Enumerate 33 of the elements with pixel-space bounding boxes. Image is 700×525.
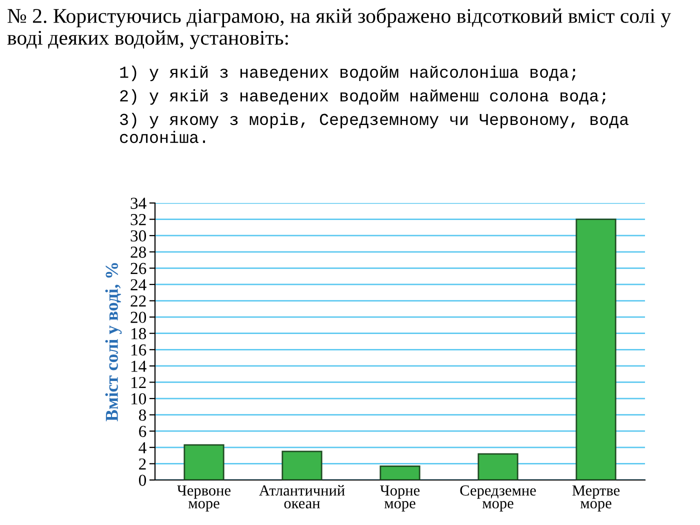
x-tick-label: Атлантичний океан <box>259 485 345 508</box>
y-tick-label: 2 <box>139 458 146 470</box>
y-tick-label: 14 <box>131 360 146 372</box>
bar <box>282 450 322 480</box>
y-axis-title: Вміст солі у воді, % <box>105 263 122 422</box>
y-tick-label: 0 <box>138 474 146 486</box>
y-tick-label: 18 <box>131 328 146 340</box>
chart-title: № 2. Користуючись діаграмою, на якій зображено відсотковий вміст солі у воді деяких водойм, установіть: <box>7 8 672 50</box>
y-tick-label: 24 <box>130 279 146 290</box>
y-tick-label: 22 <box>130 296 146 307</box>
text: 2) у якій з наведених водойм найменш солона вода; <box>120 89 606 105</box>
x-tick-label: Мертве море <box>572 485 620 512</box>
y-tick-label: 30 <box>130 230 146 242</box>
y-tick-label: 4 <box>138 442 146 454</box>
x-tick-label: Червоне море <box>177 485 230 512</box>
text: 3) у якому з морів, Середземному чи Червоному, вода солоніша. <box>120 112 629 144</box>
text: 1) у якій з наведених водойм найсолоніша вода; <box>120 66 576 82</box>
y-tick-label: 20 <box>130 312 146 324</box>
bar <box>576 218 616 480</box>
y-tick-label: 6 <box>139 426 146 438</box>
x-tick-label: Чорне море <box>380 485 420 512</box>
y-tick-label: 28 <box>130 246 146 258</box>
bar <box>184 444 224 480</box>
bar <box>478 453 518 480</box>
y-tick-label: 32 <box>130 214 146 226</box>
y-tick-label: 26 <box>130 262 146 274</box>
y-tick-label: 8 <box>138 410 146 421</box>
y-tick-label: 34 <box>130 198 146 209</box>
x-tick-label: Середземне море <box>460 485 536 512</box>
y-tick-label: 10 <box>131 393 146 404</box>
bar <box>380 465 420 480</box>
y-tick-label: 12 <box>131 376 146 388</box>
y-tick-label: 16 <box>131 344 146 356</box>
